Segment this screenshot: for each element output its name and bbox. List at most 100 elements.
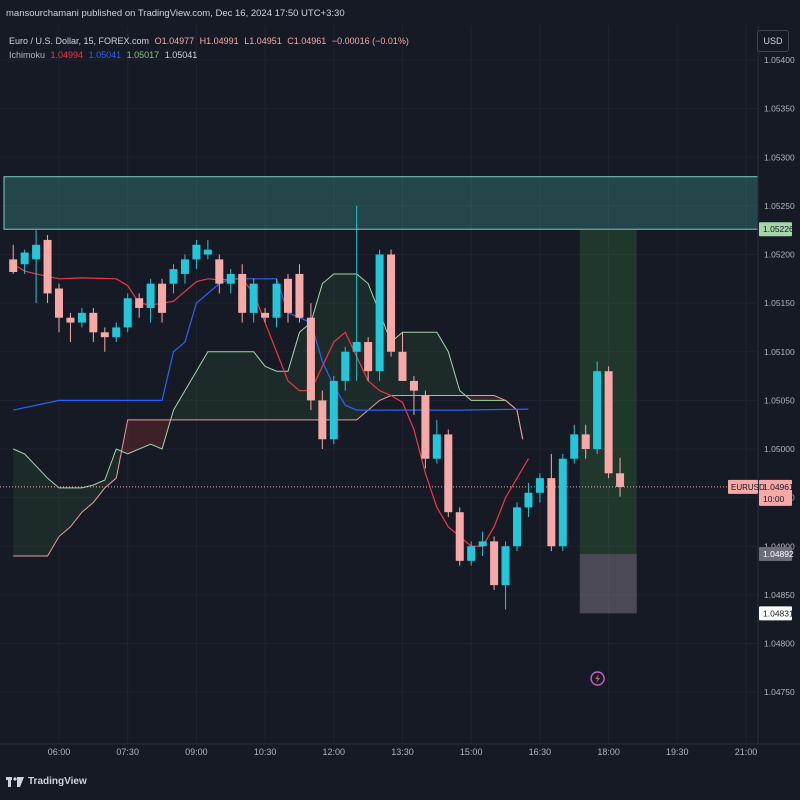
candle-body[interactable] (89, 312, 98, 333)
candle-body[interactable] (490, 541, 499, 586)
candle-body[interactable] (432, 434, 441, 459)
y-tick-label: 1.04900 (764, 541, 795, 551)
legend-ichimoku-span-b: 1.05041 (164, 50, 198, 60)
candle-body[interactable] (284, 278, 292, 313)
legend-high: H1.04991 (199, 36, 239, 46)
tradingview-logo[interactable]: TradingView (6, 776, 87, 787)
ichimoku-cloud-bullish (13, 449, 122, 556)
candle-body[interactable] (135, 298, 144, 308)
price-label-text: 1.04961 (763, 482, 794, 492)
candle-body[interactable] (375, 254, 384, 372)
candle-body[interactable] (180, 259, 189, 274)
x-tick-label: 10:30 (254, 747, 277, 757)
candle-body[interactable] (501, 546, 510, 586)
x-tick-label: 07:30 (116, 747, 139, 757)
candle-body[interactable] (352, 342, 361, 352)
y-tick-label: 1.05200 (764, 250, 795, 260)
candle-body[interactable] (123, 298, 132, 328)
candle-body[interactable] (398, 351, 407, 381)
candle-body[interactable] (535, 478, 544, 493)
y-tick-label: 1.05050 (764, 395, 795, 405)
x-tick-label: 19:30 (666, 747, 689, 757)
candle-body[interactable] (100, 332, 109, 338)
candle-body[interactable] (261, 312, 270, 318)
candle-body[interactable] (9, 259, 18, 273)
candle-body[interactable] (547, 478, 556, 547)
candle-body[interactable] (581, 434, 590, 449)
plot-area (0, 26, 758, 744)
legend-ichimoku-base: 1.05041 (88, 50, 122, 60)
candle-body[interactable] (341, 351, 350, 381)
y-tick-label: 1.05400 (764, 55, 795, 65)
price-label-box (759, 222, 792, 237)
price-axis[interactable] (758, 26, 800, 744)
candle-body[interactable] (55, 288, 63, 318)
candle-body[interactable] (215, 259, 224, 284)
candle-body[interactable] (169, 269, 178, 284)
candle-body[interactable] (43, 239, 52, 294)
price-label-box (759, 547, 792, 562)
candle-body[interactable] (32, 244, 41, 260)
y-tick-label: 1.04800 (764, 639, 795, 649)
price-chart[interactable]: 1.05400 1.05350 1.05300 1.05250 1.05200 1.051… (0, 26, 800, 770)
candle-body[interactable] (318, 400, 327, 440)
publisher-line: mansourchamani published on TradingView.… (6, 8, 345, 19)
candle-body[interactable] (478, 541, 487, 547)
candle-body[interactable] (77, 312, 86, 323)
candle-body[interactable] (203, 249, 212, 255)
candle-body[interactable] (272, 283, 281, 318)
candle-body[interactable] (387, 254, 396, 352)
chart-legend: Euro / U.S. Dollar, 15, FOREX.com O1.049… (9, 34, 412, 62)
candle-body[interactable] (524, 492, 533, 508)
candle-body[interactable] (112, 327, 121, 338)
ichimoku-cloud-bearish (465, 395, 506, 401)
candle-body[interactable] (364, 342, 373, 372)
lightning-icon-ring[interactable] (590, 671, 605, 686)
candle-body[interactable] (192, 244, 201, 260)
legend-symbol-title[interactable]: Euro / U.S. Dollar, 15, FOREX.com (9, 36, 150, 46)
x-tick-label: 06:00 (48, 747, 71, 757)
candle-body[interactable] (329, 380, 338, 440)
legend-ichimoku-label[interactable]: Ichimoku (9, 50, 46, 60)
legend-ichimoku-conversion: 1.04994 (50, 50, 84, 60)
candle-body[interactable] (66, 317, 75, 323)
ichimoku-leading-span-b (13, 395, 524, 557)
currency-button[interactable]: USD (757, 30, 789, 52)
candle-body[interactable] (238, 273, 247, 313)
x-tick-label: 12:00 (323, 747, 346, 757)
candle-body[interactable] (570, 434, 579, 459)
footer: TradingView (0, 770, 800, 800)
legend-open: O1.04977 (154, 36, 195, 46)
candle-body[interactable] (616, 473, 625, 487)
candle-body[interactable] (146, 283, 155, 308)
supply-zone[interactable] (3, 176, 759, 230)
y-tick-label: 1.05300 (764, 152, 795, 162)
legend-low: L1.04951 (244, 36, 282, 46)
candle-body[interactable] (409, 380, 418, 391)
candle-body[interactable] (455, 512, 464, 561)
x-tick-label: 16:30 (529, 747, 552, 757)
ichimoku-cloud-bearish (121, 419, 171, 454)
candle-body[interactable] (306, 317, 315, 401)
candle-body[interactable] (20, 252, 29, 265)
candle-body[interactable] (158, 283, 167, 313)
candle-body[interactable] (467, 546, 476, 561)
candle-body[interactable] (249, 283, 258, 313)
candle-body[interactable] (226, 273, 235, 284)
candle-body[interactable] (593, 371, 602, 449)
candle-body[interactable] (513, 507, 521, 547)
price-label-box (759, 479, 792, 506)
price-label-text: 1.05226 (763, 224, 794, 234)
candle-body[interactable] (444, 434, 453, 513)
candle-body[interactable] (295, 273, 304, 318)
candle-body[interactable] (604, 371, 613, 474)
price-label-countdown: 10:00 (763, 494, 785, 504)
y-tick-label: 1.05000 (764, 444, 795, 454)
long-position-stop-zone[interactable] (579, 554, 637, 614)
legend-change: −0.00016 (−0.01%) (331, 36, 409, 46)
time-axis[interactable] (0, 744, 800, 770)
candle-body[interactable] (558, 458, 567, 547)
x-tick-label: 09:00 (185, 747, 208, 757)
candle-body[interactable] (421, 395, 430, 459)
x-tick-label: 13:30 (391, 747, 414, 757)
